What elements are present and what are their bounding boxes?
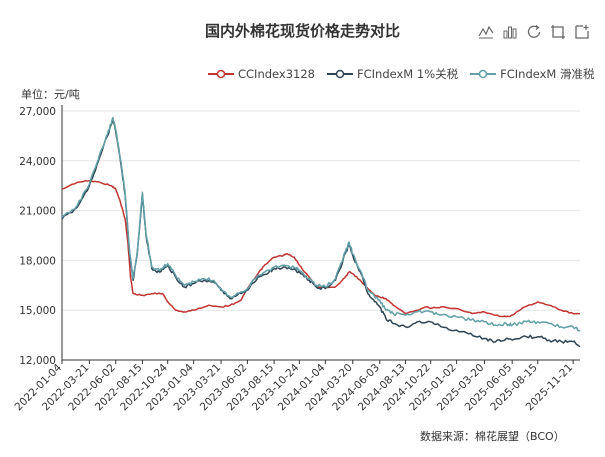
restore-icon[interactable] [526,24,542,40]
legend-item-cc[interactable]: CCIndex3128 [208,66,315,82]
chart-title: 国内外棉花现货价格走势对比 [204,22,400,40]
legend-marker-icon [208,69,234,79]
legend-marker-icon [470,69,497,79]
y-tick-label: 18,000 [19,255,56,267]
line-chart-icon[interactable] [478,24,494,40]
legend-marker-icon [327,69,353,79]
legend-item-fc-1pct[interactable]: FCIndexM 1%关税 [327,66,458,82]
legend-item-fc-sliding[interactable]: FCIndexM 滑准税 [470,66,595,82]
data-source: 数据来源：棉花展望（BCO） [420,430,565,443]
y-axis-unit: 单位：元/吨 [21,88,80,101]
series-line [61,118,581,348]
series-line [61,179,581,318]
bar-chart-icon[interactable] [502,24,518,40]
data-view-icon[interactable] [550,24,566,40]
save-image-icon[interactable] [574,24,590,40]
legend-label: CCIndex3128 [238,67,315,81]
legend-label: FCIndexM 1%关税 [357,67,459,81]
y-tick-label: 24,000 [19,156,56,168]
y-tick-label: 21,000 [19,206,56,218]
series-line [61,116,581,332]
y-tick-label: 12,000 [19,355,56,367]
y-tick-label: 15,000 [19,305,56,317]
y-tick-label: 27,000 [19,106,56,118]
chart-legend: CCIndex3128 FCIndexM 1%关税 FCIndexM 滑准税 [208,66,595,82]
legend-label: FCIndexM 滑准税 [500,67,595,81]
chart-toolbox [478,24,590,40]
